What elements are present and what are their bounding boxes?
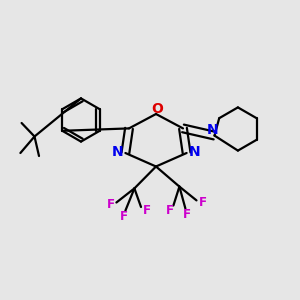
Text: N: N [206,123,218,137]
Text: O: O [151,102,163,116]
Text: F: F [106,198,114,211]
Text: F: F [183,208,190,221]
Text: F: F [143,203,151,217]
Text: N: N [112,145,124,159]
Text: F: F [166,204,174,218]
Text: N: N [188,145,200,159]
Text: F: F [120,209,128,223]
Text: F: F [199,196,207,209]
